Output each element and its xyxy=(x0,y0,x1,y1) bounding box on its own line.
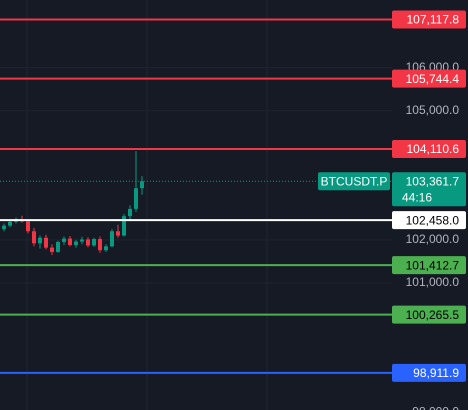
candle-body xyxy=(92,239,96,246)
candle-body xyxy=(116,231,120,236)
level-label-box xyxy=(392,10,466,29)
candle-body xyxy=(140,181,144,189)
candle-body xyxy=(38,237,42,244)
level-label-box xyxy=(392,256,466,275)
level-label-box xyxy=(392,139,466,158)
level-label: 98,911.9 xyxy=(413,366,459,380)
candle-body xyxy=(68,238,72,246)
symbol-label: BTCUSDT.P xyxy=(321,174,388,188)
candle-body xyxy=(128,208,132,217)
level-label-box xyxy=(392,69,466,88)
price-label: 103,361.7 xyxy=(406,174,460,188)
candle-body xyxy=(32,231,36,244)
y-tick-label: 102,000.0 xyxy=(406,232,460,246)
candle-body xyxy=(8,221,12,226)
candle-body xyxy=(134,188,138,209)
candle-body xyxy=(98,239,102,251)
level-label: 101,412.7 xyxy=(406,258,460,272)
candle-body xyxy=(26,221,30,232)
candle-body xyxy=(2,225,6,230)
candle-body xyxy=(110,231,114,247)
y-tick-label: 98,000.0 xyxy=(412,404,459,410)
level-label: 100,265.5 xyxy=(406,308,460,322)
candle-body xyxy=(80,239,84,242)
level-label-box xyxy=(392,363,466,382)
candle-body xyxy=(50,247,54,252)
y-tick-label: 101,000.0 xyxy=(406,275,460,289)
price-box xyxy=(392,172,466,207)
candle-body xyxy=(62,238,66,243)
level-label: 102,458.0 xyxy=(406,213,460,227)
candle-body xyxy=(44,237,48,248)
symbol-box xyxy=(318,172,390,191)
candle-body xyxy=(86,239,90,246)
countdown-label: 44:16 xyxy=(402,190,432,204)
level-label: 104,110.6 xyxy=(407,142,460,156)
y-tick-label: 105,000.0 xyxy=(406,103,460,117)
level-label-box xyxy=(392,211,466,230)
level-label-box xyxy=(392,305,466,324)
candle-body xyxy=(122,216,126,236)
candle-body xyxy=(104,246,108,251)
candle-body xyxy=(56,242,60,252)
level-label: 107,117.8 xyxy=(407,13,460,27)
level-label: 105,744.4 xyxy=(406,72,460,86)
candle-body xyxy=(74,241,78,246)
